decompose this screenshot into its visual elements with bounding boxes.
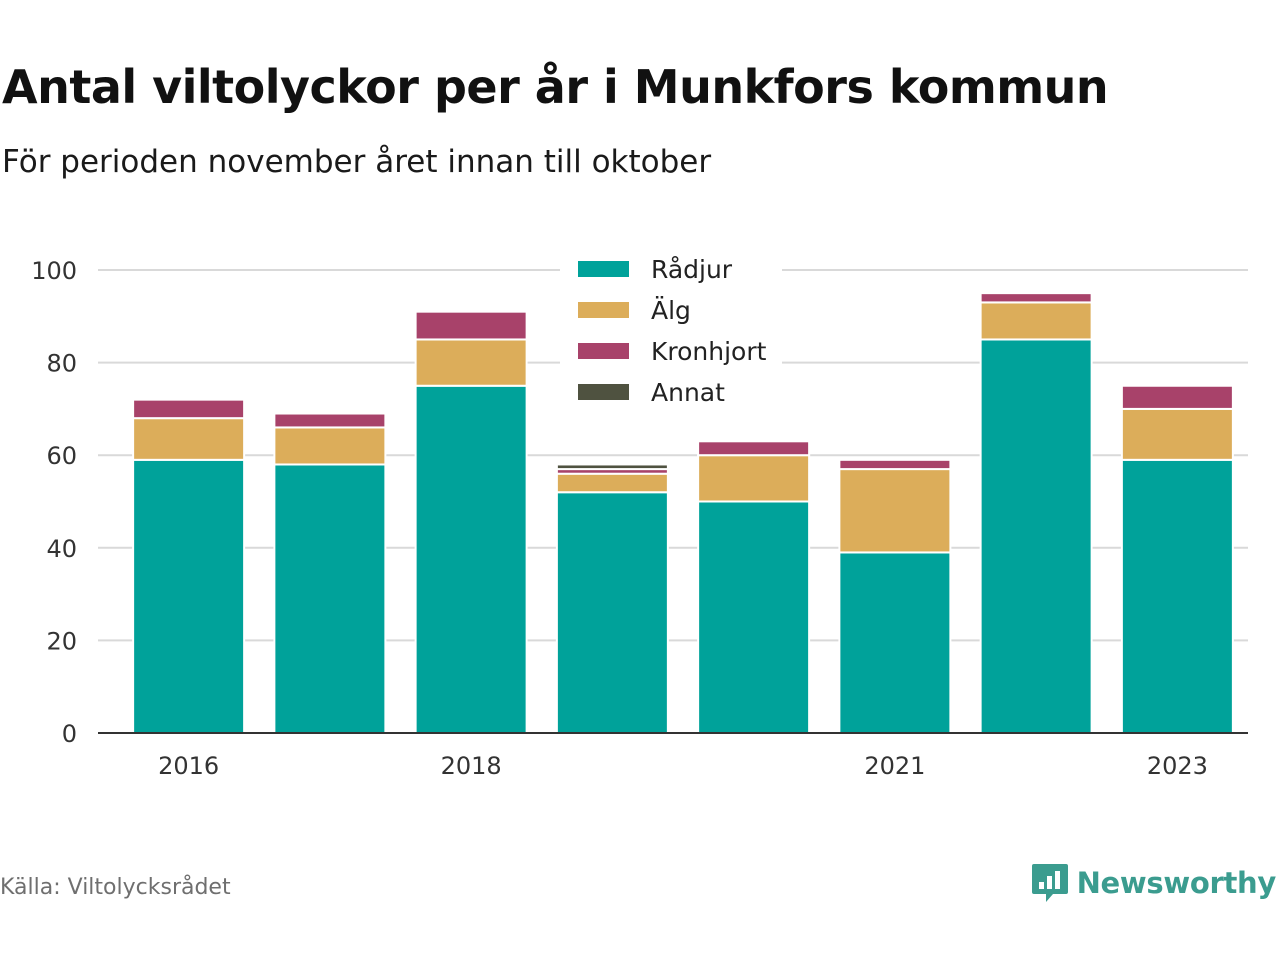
bar-segment-kronhjort-2023 bbox=[1120, 384, 1234, 410]
bar-segment-älg-2019 bbox=[555, 472, 669, 494]
y-tick-label: 20 bbox=[46, 627, 77, 655]
bar-segment-älg-2021 bbox=[838, 468, 952, 554]
legend-label: Annat bbox=[651, 378, 725, 407]
bar-segment-rådjur-2016 bbox=[132, 458, 246, 734]
legend-swatch bbox=[578, 261, 629, 277]
y-tick-label: 40 bbox=[46, 535, 77, 563]
y-tick-label: 0 bbox=[62, 720, 77, 748]
legend-label: Älg bbox=[651, 296, 691, 325]
bar-segment-kronhjort-2017 bbox=[273, 412, 387, 429]
bar-stack-2020 bbox=[697, 440, 811, 734]
bar-segment-kronhjort-2022 bbox=[979, 292, 1093, 304]
legend-swatch bbox=[578, 343, 629, 359]
legend-item-annat: Annat bbox=[578, 378, 725, 407]
bar-segment-rådjur-2020 bbox=[697, 500, 811, 734]
bar-segment-annat-2019 bbox=[555, 463, 669, 471]
bar-segment-älg-2022 bbox=[979, 301, 1093, 341]
bar-segment-älg-2023 bbox=[1120, 407, 1234, 461]
legend-swatch bbox=[578, 384, 629, 400]
bar-segment-rådjur-2019 bbox=[555, 491, 669, 734]
legend-item-kronhjort: Kronhjort bbox=[578, 337, 767, 366]
source-note: Källa: Viltolycksrådet bbox=[0, 875, 231, 900]
x-axis: 2016 2018 2021 2023 bbox=[98, 732, 1248, 780]
newsworthy-logo-icon bbox=[1031, 864, 1068, 902]
bar-segment-rådjur-2018 bbox=[414, 384, 528, 734]
legend-label: Kronhjort bbox=[651, 337, 767, 366]
bar-segment-älg-2017 bbox=[273, 426, 387, 466]
x-tick-label: 2018 bbox=[441, 752, 502, 780]
bar-segment-kronhjort-2020 bbox=[697, 440, 811, 457]
bar-segment-rådjur-2023 bbox=[1120, 458, 1234, 734]
y-tick-label: 60 bbox=[46, 442, 77, 470]
bar-segment-kronhjort-2021 bbox=[838, 458, 952, 471]
y-tick-label: 80 bbox=[46, 350, 77, 378]
bar-segment-älg-2020 bbox=[697, 454, 811, 503]
bar-segment-kronhjort-2016 bbox=[132, 398, 246, 420]
bar-stack-2023 bbox=[1120, 384, 1234, 734]
bar-segment-älg-2016 bbox=[132, 417, 246, 461]
y-axis-ticks: 0 20 40 60 80 100 bbox=[31, 257, 77, 748]
bar-stack-2019 bbox=[555, 463, 669, 734]
bar-stack-2017 bbox=[273, 412, 387, 734]
bar-segment-älg-2018 bbox=[414, 338, 528, 387]
legend-swatch bbox=[578, 302, 629, 318]
legend-item-rådjur: Rådjur bbox=[578, 255, 733, 284]
bar-stack-2018 bbox=[414, 310, 528, 734]
brand: Newsworthy bbox=[1031, 862, 1276, 904]
legend-label: Rådjur bbox=[651, 255, 733, 284]
y-tick-label: 100 bbox=[31, 257, 77, 285]
legend-item-älg: Älg bbox=[578, 296, 691, 325]
x-tick-label: 2016 bbox=[158, 752, 219, 780]
x-tick-label: 2023 bbox=[1147, 752, 1208, 780]
bar-segment-rådjur-2017 bbox=[273, 463, 387, 734]
legend: Rådjur Älg Kronhjort Annat bbox=[560, 250, 782, 420]
bar-stack-2021 bbox=[838, 458, 952, 734]
bar-stack-2022 bbox=[979, 292, 1093, 734]
x-tick-label: 2021 bbox=[864, 752, 925, 780]
chart-title: Antal viltolyckor per år i Munkfors komm… bbox=[2, 60, 1109, 114]
bar-segment-rådjur-2022 bbox=[979, 338, 1093, 734]
bars bbox=[132, 292, 1234, 734]
bar-segment-rådjur-2021 bbox=[838, 551, 952, 734]
bar-segment-kronhjort-2018 bbox=[414, 310, 528, 341]
brand-name: Newsworthy bbox=[1076, 866, 1277, 900]
chart-subtitle: För perioden november året innan till ok… bbox=[2, 144, 712, 180]
bar-stack-2016 bbox=[132, 398, 246, 734]
